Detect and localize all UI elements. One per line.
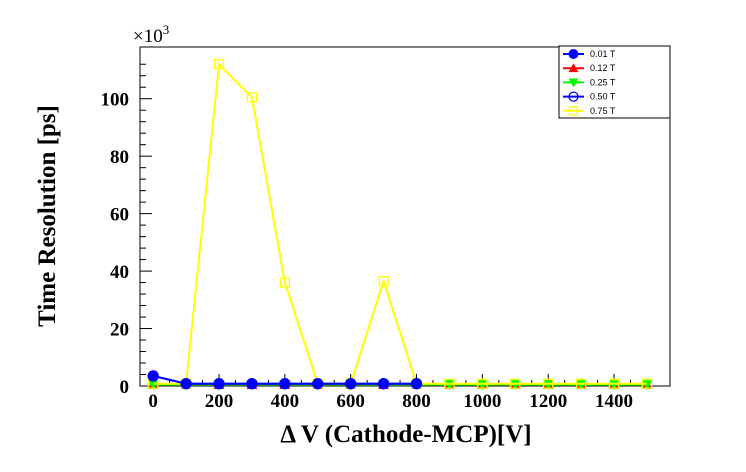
legend-label: 0.12 T	[590, 63, 616, 73]
data-point	[213, 59, 225, 70]
y-tick-label: 20	[110, 320, 129, 341]
legend-entry: 0.50 T	[563, 91, 616, 102]
y-tick-label: 80	[110, 147, 129, 168]
legend-entry: 0.01 T	[563, 49, 616, 59]
data-point	[345, 378, 357, 390]
data-point	[246, 92, 258, 103]
legend-label: 0.25 T	[590, 77, 616, 87]
data-point	[377, 378, 390, 390]
x-tick-label: 1000	[463, 391, 501, 412]
data-point	[213, 378, 225, 390]
x-tick-label: 400	[271, 391, 300, 412]
tick-labels: 0 200 400 600 800 1000 1200 1400 0 20 40 60 80 100	[101, 90, 634, 412]
legend-entry: 0.12 T	[563, 63, 616, 73]
x-axis-title: Δ V (Cathode-MCP)[V]	[280, 421, 531, 448]
y-tick-label: 0	[120, 377, 130, 398]
data-point	[378, 275, 389, 287]
series-group	[147, 59, 653, 391]
data-point	[641, 380, 653, 391]
x-tick-label: 200	[205, 391, 234, 412]
data-point	[147, 380, 159, 391]
data-point	[510, 378, 521, 389]
series-line	[153, 62, 647, 385]
data-point	[575, 380, 587, 391]
legend-marker	[568, 91, 579, 102]
legend-marker	[568, 49, 579, 59]
x-tick-label: 1200	[529, 391, 567, 412]
data-point	[147, 370, 159, 382]
legend-label: 0.75 T	[590, 106, 616, 116]
data-point	[246, 378, 258, 390]
legend-entry: 0.75 T	[563, 106, 616, 116]
data-point	[641, 378, 653, 389]
series-line	[152, 374, 417, 385]
data-point	[180, 378, 192, 390]
data-point	[279, 378, 291, 390]
series-0-75-t	[148, 59, 653, 389]
plot-frame	[139, 46, 671, 387]
data-point	[410, 378, 423, 390]
legend: 0.01 T 0.12 T 0.25 T 0.50 T 0.75 T	[558, 45, 671, 119]
data-point	[476, 380, 488, 391]
data-point	[509, 380, 521, 391]
legend-entry: 0.25 T	[563, 77, 616, 87]
x-tick-label: 1400	[595, 391, 633, 412]
data-point	[443, 380, 455, 391]
y-tick-label: 100	[101, 90, 130, 111]
legend-marker	[568, 78, 579, 88]
legend-label: 0.01 T	[590, 49, 616, 59]
y-exponent-label: ×103	[133, 22, 169, 47]
data-point	[477, 378, 488, 389]
x-tick-label: 800	[402, 391, 431, 412]
data-point	[279, 277, 290, 288]
y-tick-label: 60	[110, 205, 129, 226]
data-point	[543, 378, 554, 389]
data-point	[542, 380, 554, 391]
legend-marker	[568, 106, 579, 116]
y-tick-label: 40	[110, 262, 129, 283]
legend-label: 0.50 T	[590, 92, 616, 102]
series-0-50-t	[147, 370, 423, 390]
legend-marker	[568, 63, 579, 73]
data-point	[312, 378, 324, 390]
x-tick-label: 0	[148, 391, 158, 412]
data-point	[575, 378, 587, 389]
x-tick-label: 600	[336, 391, 365, 412]
data-point	[444, 378, 455, 389]
data-point	[608, 378, 620, 389]
data-point	[608, 380, 620, 391]
y-axis-title: Time Resolution [ps]	[34, 105, 61, 327]
